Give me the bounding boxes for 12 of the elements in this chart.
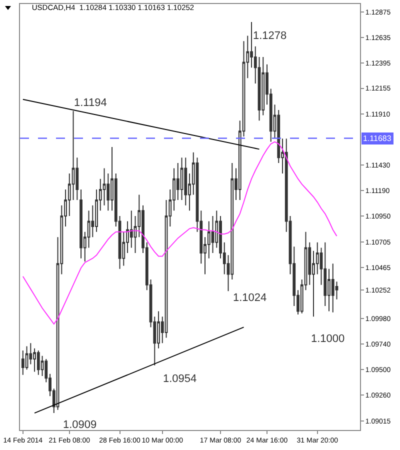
annotation: 1.0954 [163, 373, 197, 385]
candlestick [331, 263, 334, 313]
annotation: 1.0909 [63, 419, 97, 431]
line-series [22, 141, 338, 325]
ref-line-label: 1.11683 [363, 134, 392, 143]
candlestick [36, 350, 40, 376]
candlestick [21, 350, 24, 376]
candlestick [80, 188, 82, 259]
annotation: 1.1000 [311, 333, 345, 345]
annotation: 1.1024 [233, 292, 267, 304]
annotation: 1.1194 [74, 97, 107, 109]
annotation: 1.1278 [253, 30, 287, 42]
